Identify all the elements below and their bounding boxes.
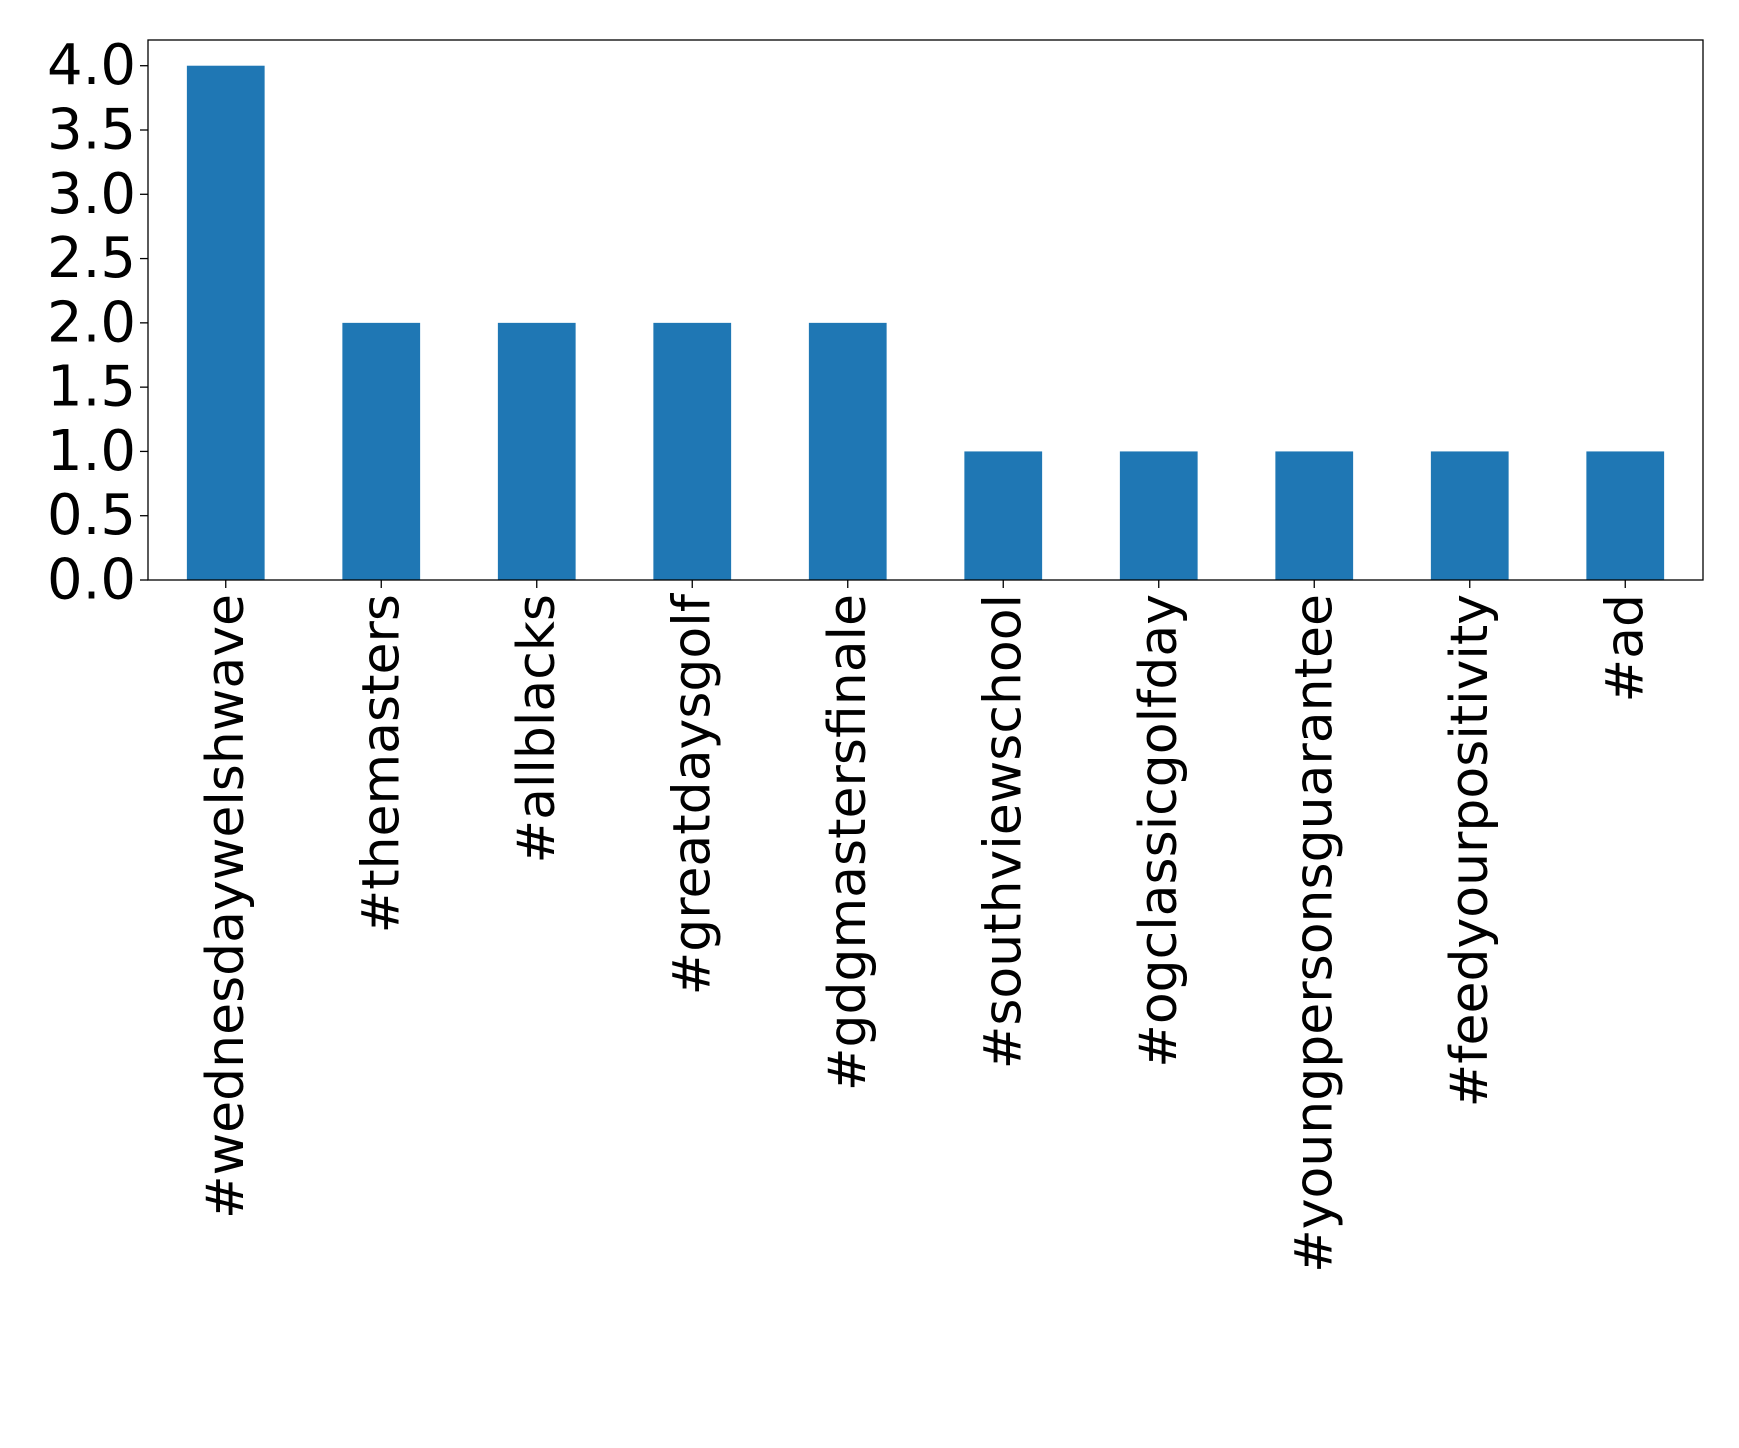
bar-youngpersonsguarantee bbox=[1275, 451, 1354, 580]
x-tick-label: #wednesdaywelshwave bbox=[196, 594, 256, 1219]
bar-themasters bbox=[342, 322, 421, 580]
bar-allblacks bbox=[497, 322, 576, 580]
x-tick-label: #greatdaysgolf bbox=[662, 592, 722, 995]
y-axis: 0.00.51.01.52.02.53.03.54.0 bbox=[47, 33, 148, 613]
y-tick-label: 0.0 bbox=[47, 548, 136, 613]
x-tick-label: #ogclassicgolfday bbox=[1129, 594, 1189, 1068]
x-tick-label: #allblacks bbox=[507, 594, 567, 863]
bar-southviewschool bbox=[964, 451, 1043, 580]
x-tick-label: #themasters bbox=[351, 594, 411, 933]
x-tick-label: #ad bbox=[1595, 594, 1655, 702]
x-tick-label: #youngpersonsguarantee bbox=[1284, 594, 1344, 1273]
bar-wednesdaywelshwave bbox=[186, 65, 265, 580]
plot-frame bbox=[147, 39, 1704, 581]
bar-gdgmastersfinale bbox=[808, 322, 887, 580]
bar-greatdaysgolf bbox=[653, 322, 732, 580]
x-tick-label: #southviewschool bbox=[973, 594, 1033, 1069]
y-tick-label: 4.0 bbox=[47, 33, 136, 98]
y-tick-label: 3.5 bbox=[47, 98, 136, 163]
y-tick-label: 1.5 bbox=[47, 355, 136, 420]
bar-ogclassicgolfday bbox=[1119, 451, 1198, 580]
y-tick-label: 0.5 bbox=[47, 483, 136, 548]
x-tick-label: #gdgmastersfinale bbox=[818, 594, 878, 1091]
x-axis: #wednesdaywelshwave #themasters #allblacks… bbox=[196, 580, 1655, 1273]
y-tick-label: 2.0 bbox=[47, 290, 136, 355]
x-tick-label: #feedyourpositivity bbox=[1440, 594, 1500, 1107]
bar-ad bbox=[1586, 451, 1665, 580]
y-tick-label: 3.0 bbox=[47, 162, 136, 227]
y-tick-label: 1.0 bbox=[47, 419, 136, 484]
bars-layer bbox=[186, 65, 1665, 580]
y-tick-label: 2.5 bbox=[47, 226, 136, 291]
bar-feedyourpositivity bbox=[1430, 451, 1509, 580]
